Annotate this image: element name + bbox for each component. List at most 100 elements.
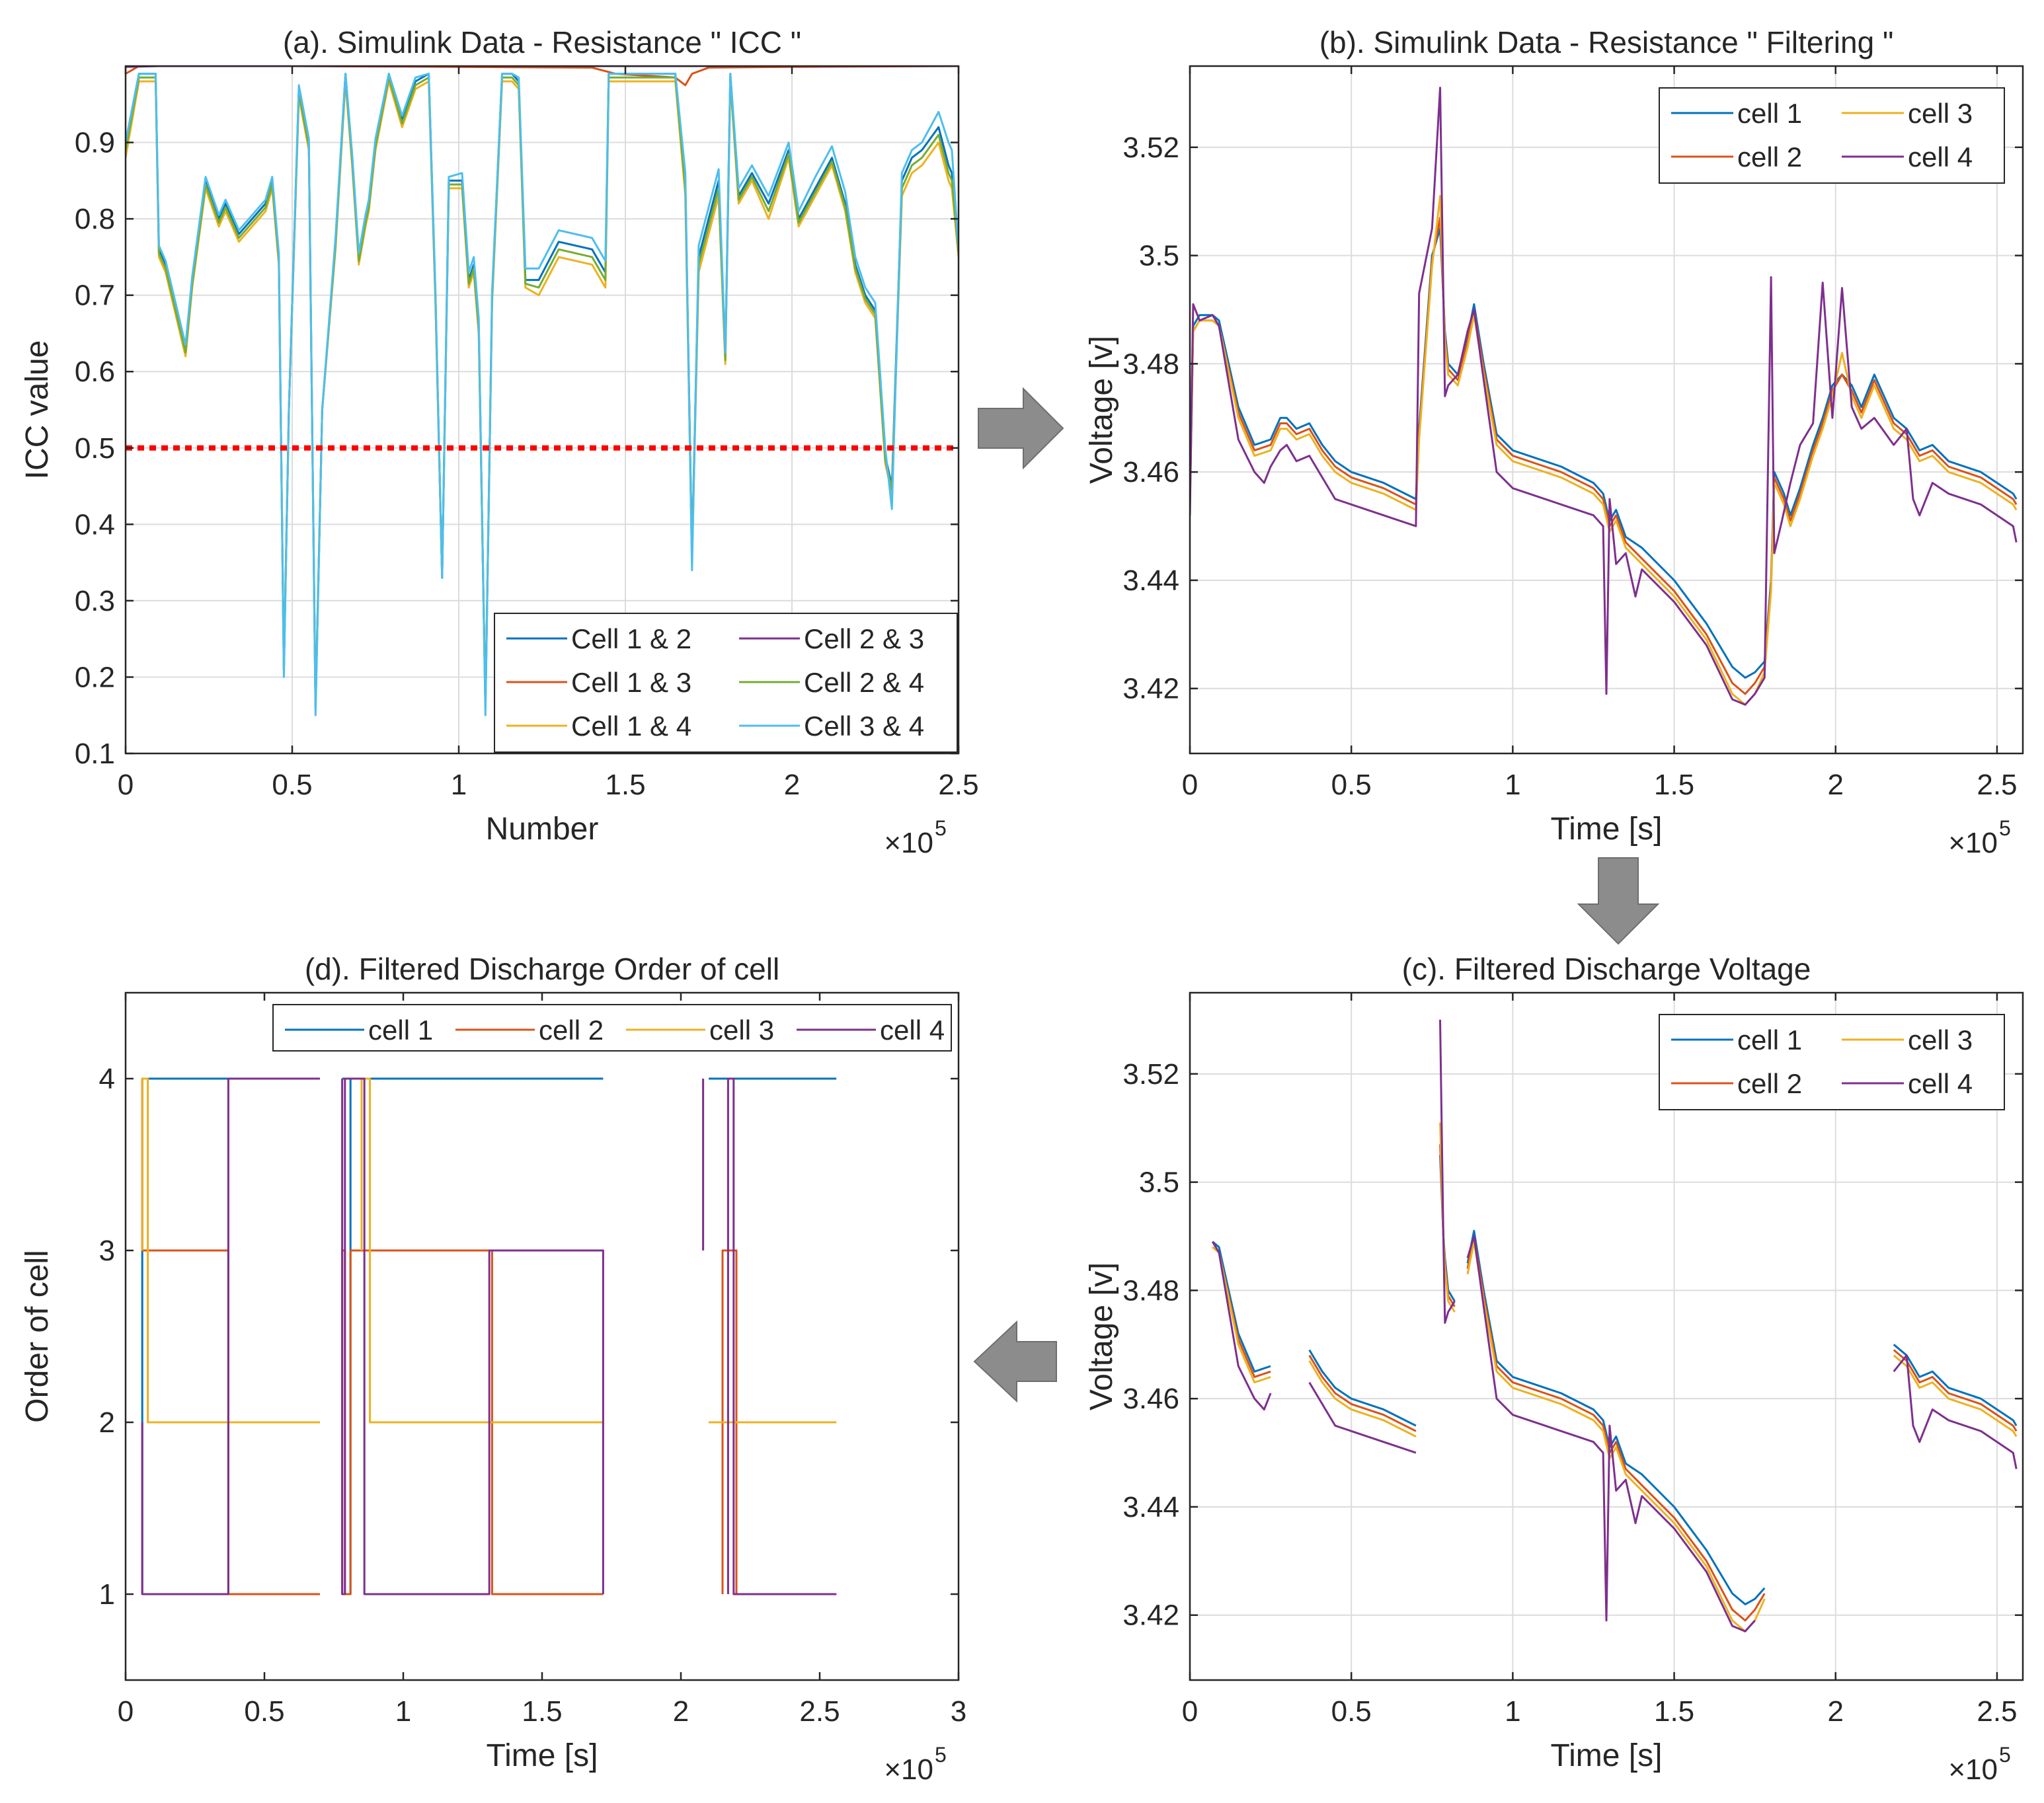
- y-tick-label: 3.5: [1139, 1167, 1179, 1199]
- flow-arrows: [973, 387, 1660, 1403]
- legend-label-2: cell 2: [539, 1015, 604, 1046]
- x-tick-label: 1: [451, 769, 467, 801]
- y-tick-label: 0.3: [75, 585, 115, 617]
- chart-title: (d). Filtered Discharge Order of cell: [305, 952, 779, 986]
- y-tick-label: 0.4: [75, 508, 115, 541]
- x-tick-label: 0.5: [1331, 1695, 1372, 1728]
- legend: cell 1 cell 2 cell 3 cell 4: [272, 1004, 952, 1052]
- x-tick-label: 2: [784, 769, 800, 801]
- legend-label-1: Cell 1 & 2: [571, 623, 691, 654]
- y-tick-label: 0.9: [75, 127, 115, 159]
- chart-title: (a). Simulink Data - Resistance " ICC ": [283, 25, 801, 59]
- x-tick-label: 0.5: [272, 769, 312, 801]
- chart-panel-d: 0 0.5 1 1.5 2 2.5 3 1 2 3 4 ×10 5 Time [s] Order of ce…: [20, 952, 966, 1786]
- legend-box: [494, 613, 958, 753]
- y-axis-label: ICC value: [20, 340, 55, 480]
- x-tick-label: 1.5: [1654, 1695, 1694, 1728]
- y-tick-label: 0.5: [75, 432, 115, 465]
- legend-label-5: Cell 2 & 4: [804, 667, 924, 698]
- legend-label-3: cell 3: [1908, 1024, 1973, 1055]
- x-tick-label: 0: [118, 769, 134, 801]
- y-tick-label: 3.44: [1122, 1491, 1179, 1523]
- arrow-right-icon: [978, 387, 1064, 470]
- x-tick-label: 2: [1828, 1695, 1844, 1728]
- series-line-4: [141, 1077, 837, 1595]
- x-axis-label: Time [s]: [487, 1738, 598, 1773]
- grid-lines: [126, 66, 959, 754]
- legend-label-3: Cell 1 & 4: [571, 710, 691, 742]
- y-tick-label: 3.48: [1122, 1274, 1179, 1307]
- x-axis-label: Number: [486, 812, 599, 847]
- legend-label-2: Cell 1 & 3: [571, 667, 691, 698]
- x-tick-label: 3: [951, 1695, 966, 1728]
- y-tick-label: 3.42: [1122, 673, 1179, 705]
- x-exponent-power: 5: [1999, 1743, 2011, 1767]
- legend-box: [272, 1004, 952, 1052]
- x-exponent-label: ×10: [1948, 1753, 1998, 1786]
- legend-label-1: cell 1: [368, 1015, 433, 1046]
- series-line-2: [1190, 216, 2018, 695]
- series-line-3: [1190, 195, 2018, 706]
- axes-box: [1189, 65, 2024, 755]
- arrow-down-icon: [1577, 857, 1660, 945]
- x-exponent-label: ×10: [884, 827, 933, 859]
- series-line-4: [1211, 1019, 2018, 1632]
- x-tick-label: 0: [1182, 769, 1198, 801]
- y-tick-label: 3.46: [1122, 1383, 1179, 1415]
- panels: 0 0.5 1 1.5 2 2.5 0.1 0.2 0.3 0.4 0.5 0.6 0.7 0.8 0.9 ×…: [20, 25, 2024, 1786]
- axes-box: [124, 65, 960, 755]
- x-axis-label: Time [s]: [1551, 1738, 1663, 1773]
- x-tick-label: 0.5: [244, 1695, 284, 1728]
- y-tick-label: 0.2: [75, 661, 115, 693]
- x-tick-label: 1.5: [1654, 769, 1694, 801]
- y-tick-label: 3.5: [1139, 240, 1179, 272]
- x-tick-label: 0: [118, 1695, 134, 1728]
- legend: cell 1 cell 2 cell 3 cell 4: [1659, 1014, 2005, 1110]
- legend: Cell 1 & 2 Cell 1 & 3 Cell 1 & 4 Cell 2 & 3…: [494, 613, 958, 753]
- y-axis-label: Voltage [v]: [1084, 336, 1119, 484]
- legend-label-4: Cell 2 & 3: [804, 623, 924, 654]
- legend-label-4: cell 4: [880, 1015, 945, 1046]
- series-line-2: [126, 66, 959, 87]
- legend-label-6: Cell 3 & 4: [804, 710, 924, 742]
- x-tick-label: 1: [1505, 1695, 1520, 1728]
- chart-title: (b). Simulink Data - Resistance " Filter…: [1319, 25, 1894, 59]
- x-tick-label: 2.5: [938, 769, 978, 801]
- x-tick-label: 2.5: [1977, 769, 2017, 801]
- y-axis-label: Order of cell: [20, 1250, 55, 1422]
- legend-label-1: cell 1: [1737, 98, 1802, 129]
- y-tick-label: 1: [99, 1578, 115, 1611]
- y-tick-label: 0.8: [75, 203, 115, 235]
- x-axis-label: Time [s]: [1551, 812, 1663, 847]
- chart-panel-c: 0 0.5 1 1.5 2 2.5 3.42 3.44 3.46 3.48 3.5 3.52 ×10 5 T…: [1084, 952, 2024, 1786]
- x-tick-label: 2.5: [1977, 1695, 2017, 1728]
- legend-box: [1659, 1014, 2005, 1110]
- y-tick-label: 3.44: [1122, 564, 1179, 597]
- y-tick-label: 3.48: [1122, 348, 1179, 380]
- y-tick-label: 3.42: [1122, 1599, 1179, 1632]
- y-axis-label: Voltage [v]: [1084, 1262, 1119, 1410]
- y-tick-label: 3.46: [1122, 456, 1179, 488]
- axes-box: [1189, 991, 2024, 1681]
- y-tick-label: 0.7: [75, 280, 115, 312]
- series-group: [126, 66, 959, 716]
- y-tick-label: 3.52: [1122, 132, 1179, 164]
- series-line-3: [141, 1077, 837, 1424]
- legend-label-4: cell 4: [1908, 141, 1973, 173]
- x-tick-label: 2: [673, 1695, 689, 1728]
- legend-label-3: cell 3: [1908, 98, 1973, 129]
- legend-label-2: cell 2: [1737, 141, 1802, 173]
- x-tick-label: 0: [1182, 1695, 1198, 1728]
- legend-label-1: cell 1: [1737, 1024, 1802, 1055]
- x-exponent-label: ×10: [884, 1753, 933, 1786]
- y-tick-label: 4: [99, 1063, 115, 1095]
- arrow-left-icon: [973, 1320, 1057, 1403]
- legend-label-3: cell 3: [709, 1015, 774, 1046]
- y-tick-label: 3.52: [1122, 1058, 1179, 1091]
- x-tick-label: 1: [1505, 769, 1520, 801]
- x-tick-label: 1.5: [522, 1695, 562, 1728]
- legend: cell 1 cell 2 cell 3 cell 4: [1659, 87, 2005, 184]
- series-line-6: [126, 73, 959, 716]
- y-tick-label: 0.1: [75, 738, 115, 770]
